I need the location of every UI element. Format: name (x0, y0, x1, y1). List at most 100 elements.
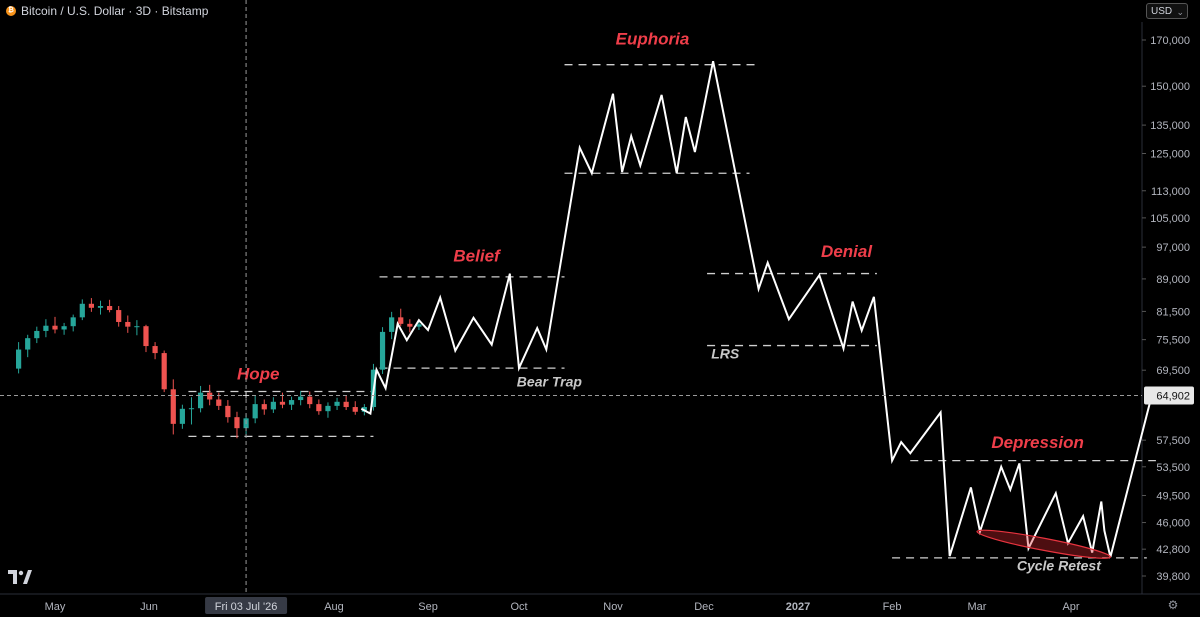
candle-body (334, 401, 340, 406)
price-tick-label: 97,000 (1156, 242, 1190, 254)
candle-body (288, 400, 295, 405)
annotations: Euphoria Belief Denial Hope Depression Bear T… (237, 29, 1102, 573)
candle-body (88, 303, 94, 308)
tradingview-logo-icon[interactable] (8, 570, 32, 584)
currency-selector[interactable]: USD ⌄ (1146, 3, 1188, 19)
candle-body (216, 399, 222, 406)
candle-body (234, 417, 240, 429)
crosshair-price-label: 64,902 (1156, 390, 1190, 402)
candle-body (61, 326, 67, 330)
candle-body (298, 396, 304, 401)
time-axis[interactable]: May Jun Aug Sep Oct Nov Dec 2027 Feb Mar Apr (45, 601, 1080, 613)
annotation-label: Bear Trap (517, 373, 583, 389)
symbol-header[interactable]: ₿ Bitcoin / U.S. Dollar · 3D · Bitstamp (6, 4, 208, 18)
cycle-retest-ellipse (976, 529, 1112, 559)
time-tick-label: Apr (1062, 601, 1079, 613)
crosshair-date-label: Fri 03 Jul '26 (215, 601, 278, 613)
candle-body (188, 408, 195, 410)
candle-body (207, 392, 213, 400)
time-tick-label: Oct (510, 601, 527, 613)
price-tick-label: 53,500 (1156, 462, 1190, 474)
candle-body (398, 317, 404, 324)
time-tick-label: Dec (694, 601, 714, 613)
currency-label: USD (1151, 6, 1173, 17)
candle-body (179, 408, 185, 424)
candle-body (270, 401, 276, 410)
phase-label: Belief (453, 246, 502, 265)
candle-body (325, 405, 331, 412)
candle-body (389, 317, 395, 332)
time-tick-label: Sep (418, 601, 438, 613)
price-tick-label: 49,500 (1156, 490, 1190, 502)
phase-label: Denial (821, 242, 873, 261)
time-tick-label: Mar (968, 601, 987, 613)
retest-ellipse (976, 529, 1112, 559)
price-tick-label: 39,800 (1156, 571, 1190, 583)
symbol-title: Bitcoin / U.S. Dollar · 3D · Bitstamp (21, 4, 209, 18)
annotation-label: LRS (711, 346, 740, 362)
annotation-label: Cycle Retest (1017, 557, 1102, 573)
candle-body (106, 306, 113, 311)
projection-line (360, 61, 1160, 558)
price-tick-label: 75,500 (1156, 335, 1190, 347)
candle-body (52, 325, 58, 330)
price-tick-label: 125,000 (1150, 149, 1190, 161)
price-tick-label: 113,000 (1151, 186, 1190, 198)
candle-body (70, 317, 76, 327)
candle-body (16, 349, 22, 369)
time-tick-label: 2027 (786, 601, 810, 613)
candle-body (279, 401, 286, 405)
time-tick-label: Jun (140, 601, 158, 613)
candle-body (34, 330, 40, 339)
candle-body (225, 405, 231, 418)
candle-body (352, 407, 358, 412)
candle-body (116, 310, 122, 322)
price-tick-label: 81,500 (1156, 306, 1190, 318)
price-tick-label: 150,000 (1150, 81, 1190, 93)
price-tick-label: 42,800 (1156, 544, 1190, 556)
candle-body (97, 306, 104, 308)
candle-body (79, 303, 85, 318)
candle-body (143, 326, 149, 347)
time-tick-label: Feb (883, 601, 902, 613)
candle-body (170, 389, 176, 424)
candle-body (343, 401, 349, 408)
candle-body (316, 404, 322, 412)
time-tick-label: Nov (603, 601, 623, 613)
chart-settings-icon[interactable]: ⚙ (1167, 598, 1179, 612)
phase-label: Hope (237, 364, 280, 383)
price-axis[interactable]: 170,000 150,000 135,000 125,000 113,000 105,0… (1142, 35, 1190, 583)
price-tick-label: 89,000 (1156, 274, 1190, 286)
phase-label: Euphoria (616, 29, 690, 48)
candle-body (379, 331, 386, 370)
price-tick-label: 105,000 (1150, 213, 1190, 225)
price-tick-label: 170,000 (1150, 35, 1190, 47)
candle-body (252, 404, 258, 419)
crosshair-price-badge (1144, 386, 1194, 405)
candle-body (261, 404, 267, 410)
time-tick-label: May (45, 601, 66, 613)
projection-path (360, 61, 1160, 558)
candle-body (125, 321, 131, 327)
crosshair-date-badge (205, 597, 288, 614)
candle-body (43, 325, 49, 331)
candle-body (161, 353, 167, 390)
candle-body (25, 338, 31, 350)
chevron-down-icon: ⌄ (1176, 7, 1184, 17)
price-tick-label: 46,000 (1156, 518, 1190, 530)
candle-body (307, 396, 313, 405)
bitcoin-logo-icon: ₿ (6, 6, 16, 16)
crosshair-cursor-icon: + (242, 387, 250, 402)
price-tick-label: 135,000 (1150, 120, 1190, 132)
price-tick-label: 57,500 (1156, 435, 1190, 447)
candle-body (416, 324, 422, 327)
candle-body (407, 323, 413, 327)
candlesticks (16, 298, 422, 439)
candle-body (134, 326, 140, 328)
candle-body (152, 346, 158, 354)
time-tick-label: Aug (324, 601, 344, 613)
candle-body (197, 392, 204, 409)
